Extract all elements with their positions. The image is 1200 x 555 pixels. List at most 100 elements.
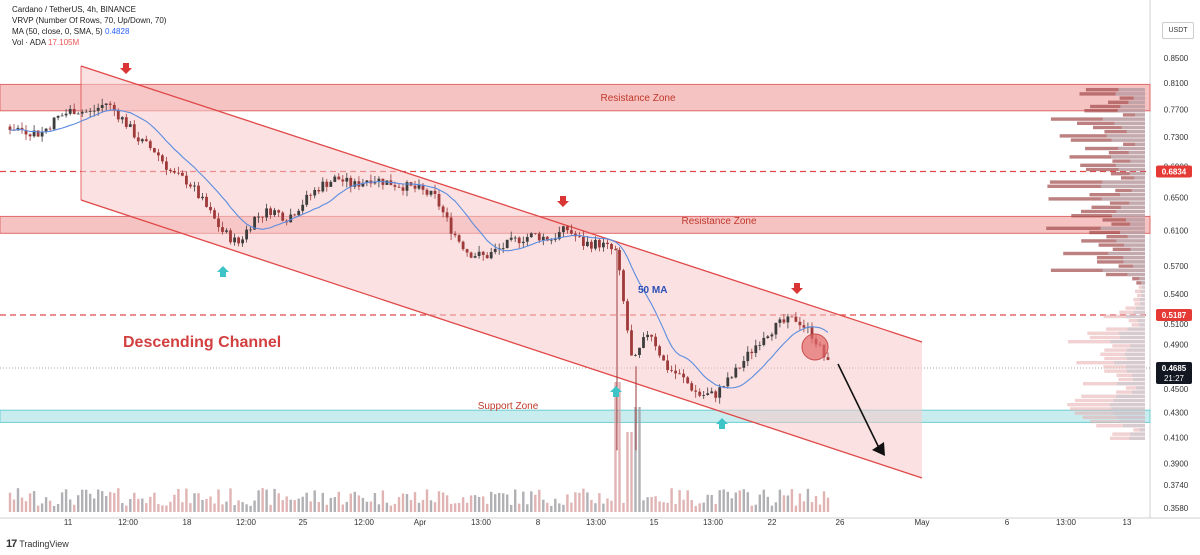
volume-profile-up-part	[1113, 411, 1145, 415]
volume-bar	[337, 491, 340, 512]
volume-profile-row	[1112, 344, 1145, 348]
candle-body	[309, 194, 313, 196]
volume-profile-up-part	[1111, 407, 1145, 411]
price-axis[interactable]: 0.85000.81000.77000.73000.69000.65000.61…	[1164, 54, 1189, 513]
volume-bar	[638, 407, 641, 512]
volume-profile-up-part	[1136, 306, 1145, 310]
volume-bar	[189, 503, 192, 512]
ma-legend[interactable]: MA (50, close, 0, SMA, 5) 0.4828	[12, 26, 129, 37]
volume-bar	[329, 497, 332, 512]
candle-body	[758, 345, 762, 346]
volume-bar	[353, 491, 356, 512]
down-arrow-icon	[791, 283, 803, 294]
candle-body	[417, 184, 421, 189]
support-zone	[0, 409, 1151, 423]
candle-body	[161, 155, 164, 162]
time-tick-label: 15	[650, 518, 659, 527]
volume-profile-up-part	[1118, 88, 1145, 92]
candle-body	[509, 237, 513, 240]
volume-profile-up-part	[1129, 222, 1145, 226]
volume-bar	[197, 493, 200, 512]
volume-bar	[121, 503, 124, 512]
volume-profile-row	[1136, 281, 1145, 285]
volume-bar	[818, 504, 822, 512]
volume-bar	[277, 493, 280, 512]
volume-profile-row	[1089, 230, 1145, 235]
volume-bar	[52, 506, 56, 512]
volume-bar	[530, 491, 533, 512]
candle-body	[44, 128, 48, 133]
candle-body	[630, 330, 633, 356]
candle-body	[766, 336, 770, 338]
candle-body	[662, 355, 665, 361]
volume-bar	[558, 503, 561, 512]
candle-body	[181, 172, 184, 176]
volume-profile-row	[1047, 184, 1145, 188]
volume-bar	[16, 488, 20, 512]
volume-profile-up-part	[1132, 373, 1145, 377]
volume-profile-row	[1049, 180, 1145, 184]
volume-bar	[650, 497, 653, 512]
volume-profile-up-part	[1120, 230, 1145, 235]
volume-profile-up-part	[1139, 428, 1145, 432]
volume-profile-row	[1063, 251, 1145, 256]
candle-body	[618, 249, 621, 271]
vrvp-legend[interactable]: VRVP (Number Of Rows, 70, Up/Down, 70)	[12, 16, 167, 25]
volume-profile-row	[1081, 239, 1145, 243]
volume-profile-up-part	[1120, 193, 1145, 197]
candle-body	[706, 393, 710, 395]
volume-bar	[634, 407, 637, 512]
volume-profile-up-part	[1135, 142, 1145, 146]
candle-body	[570, 230, 573, 234]
candle-body	[786, 316, 790, 323]
volume-bar	[173, 494, 176, 512]
candle-body	[501, 248, 505, 249]
volume-profile-row	[1123, 142, 1145, 146]
volume-bar	[425, 489, 429, 512]
time-tick-label: 8	[536, 518, 541, 527]
candle-body	[205, 196, 208, 207]
volume-bar	[257, 490, 260, 512]
volume-bar	[538, 489, 541, 512]
volume-bar	[826, 497, 830, 512]
candle-body	[349, 177, 353, 187]
volume-bar	[77, 495, 80, 512]
candle-body	[718, 387, 722, 398]
price-tick-label: 0.4900	[1164, 341, 1189, 350]
volume-bar	[574, 492, 577, 512]
volume-legend[interactable]: Vol · ADA 17.105M	[12, 37, 79, 48]
time-tick-label: May	[914, 518, 929, 527]
volume-bar	[101, 491, 104, 512]
time-axis[interactable]: 11 12:00 18 12:00 25 12:00 Apr 13:00 8 13:00 15 13:…	[64, 518, 1132, 527]
volume-profile-row	[1116, 373, 1145, 377]
volume-profile-row	[1090, 419, 1145, 424]
volume-bar	[325, 504, 328, 512]
candle-body	[594, 239, 597, 249]
volume-bar	[802, 501, 806, 512]
candle-body	[614, 249, 617, 250]
tradingview-footer[interactable]: 17 TradingView	[6, 538, 69, 550]
volume-profile-up-part	[1129, 436, 1145, 440]
candle-body	[84, 111, 88, 113]
volume-bar	[185, 488, 188, 512]
volume-profile-row	[1098, 243, 1145, 247]
volume-profile-up-part	[1139, 298, 1145, 302]
candle-body	[441, 206, 445, 213]
currency-button[interactable]: USDT	[1162, 22, 1194, 39]
volume-bar	[165, 505, 168, 512]
candle-body	[425, 189, 429, 195]
volume-bar	[754, 504, 757, 512]
candle-body	[317, 190, 321, 192]
volume-profile-up-part	[1102, 268, 1145, 272]
volume-profile-row	[1116, 390, 1145, 394]
candle-body	[345, 177, 349, 182]
volume-profile-up-part	[1137, 319, 1145, 323]
ma-label: 50 MA	[638, 285, 667, 296]
candle-body	[810, 327, 814, 339]
volume-bar	[714, 503, 717, 512]
volume-bar	[373, 493, 377, 512]
volume-profile-up-part	[1111, 155, 1145, 159]
candle-body	[229, 230, 232, 243]
